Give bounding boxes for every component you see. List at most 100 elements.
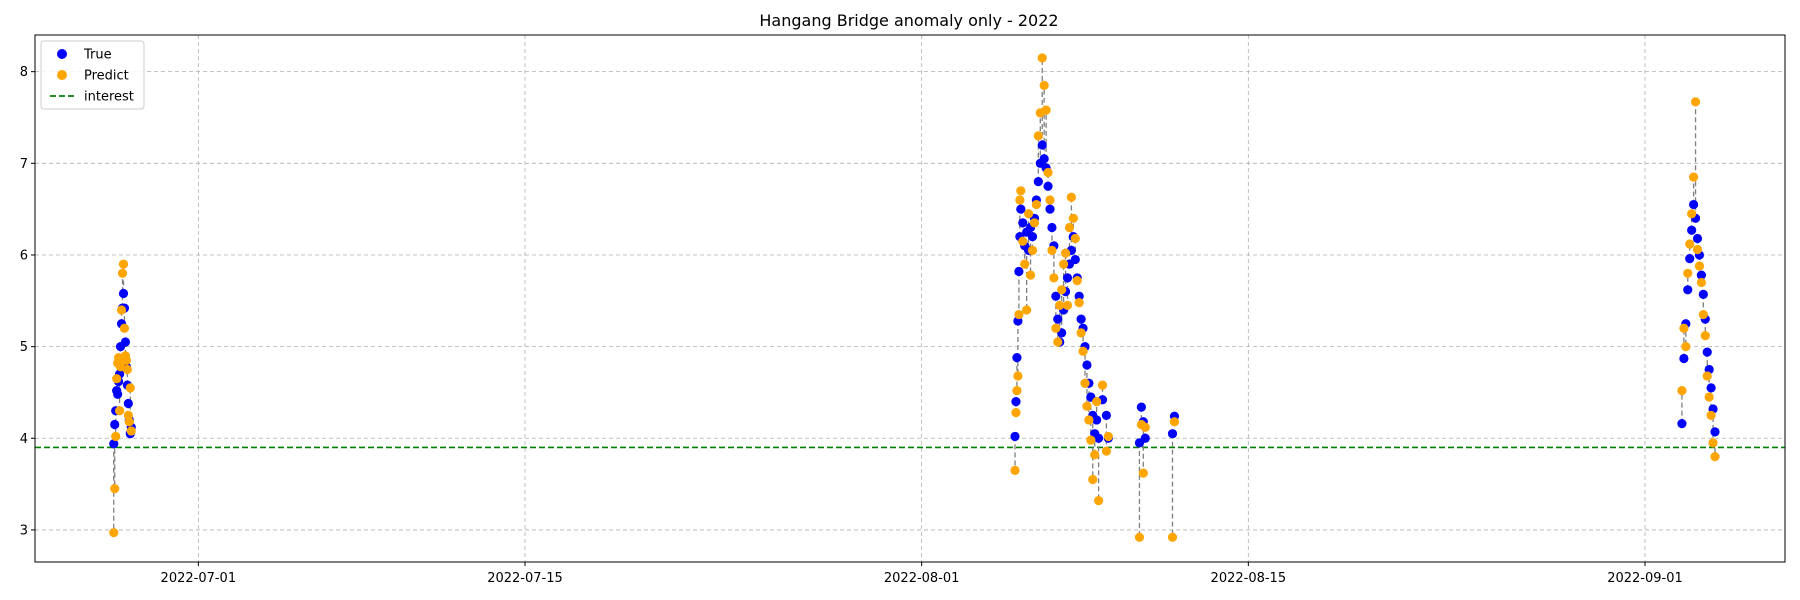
predict-point [1689, 172, 1699, 182]
predict-point [1708, 438, 1718, 448]
predict-point [1027, 245, 1038, 255]
predict-point [1134, 532, 1145, 542]
predict-point [1070, 233, 1080, 244]
true-point [1685, 254, 1695, 264]
predict-point [1031, 199, 1041, 210]
true-point [1710, 427, 1720, 437]
predict-point [1051, 323, 1061, 333]
predict-point [1094, 495, 1104, 506]
true-point [1698, 289, 1708, 299]
predict-point [1677, 386, 1687, 396]
predict-point [1066, 192, 1076, 202]
predict-point [1041, 105, 1051, 115]
predict-point [1080, 378, 1090, 388]
predict-point [114, 406, 125, 416]
predict-point [1101, 446, 1111, 456]
predict-point [1692, 244, 1703, 255]
y-tick-label: 3 [20, 523, 28, 538]
predict-point [1088, 474, 1098, 485]
true-point [1045, 204, 1055, 214]
x-tick-label: 2022-08-01 [884, 571, 960, 586]
legend-box [40, 40, 145, 110]
true-point [1047, 222, 1057, 233]
true-point [1074, 291, 1084, 301]
x-axis: 2022-07-01 2022-07-15 2022-08-01 2022-08-15… [161, 562, 1683, 586]
predict-point [1681, 342, 1691, 352]
predict-point [1016, 186, 1026, 196]
predict-point [116, 305, 127, 315]
predict-point [118, 259, 129, 269]
true-point [1018, 218, 1028, 228]
x-tick-label: 2022-07-01 [161, 571, 237, 586]
true-point [1037, 140, 1047, 150]
true-point [1140, 433, 1150, 443]
x-tick-label: 2022-07-15 [487, 571, 563, 586]
predict-point [1053, 337, 1063, 347]
true-point [1101, 410, 1111, 420]
predict-point [121, 355, 131, 365]
predict-series [109, 53, 1720, 542]
y-tick-label: 8 [20, 65, 28, 80]
y-tick-label: 6 [20, 248, 28, 263]
true-point [1043, 181, 1053, 191]
predict-point [1029, 218, 1040, 228]
true-point [118, 288, 129, 299]
true-point [1136, 402, 1146, 412]
predict-point [1060, 248, 1071, 258]
predict-point [109, 528, 119, 538]
predict-point [1015, 195, 1025, 205]
predict-point [1086, 435, 1096, 445]
true-point [1076, 314, 1086, 324]
predict-point [112, 374, 122, 384]
legend: True Predict interest [40, 40, 145, 110]
true-point [1011, 397, 1021, 407]
predict-point [126, 426, 136, 436]
true-point [1033, 177, 1043, 187]
predict-point [1045, 195, 1055, 205]
true-point [1010, 431, 1020, 442]
grid [35, 35, 1785, 562]
legend-predict-marker [57, 70, 67, 80]
y-axis: 3 4 5 6 7 8 [20, 65, 35, 538]
predict-point [1090, 450, 1100, 460]
predict-point [1047, 245, 1057, 255]
predict-point [1696, 277, 1706, 288]
predict-point [1679, 323, 1689, 333]
true-point [1039, 154, 1049, 164]
predict-point [1020, 259, 1030, 269]
predict-point [1059, 259, 1069, 269]
predict-point [1074, 298, 1084, 308]
predict-point [1103, 431, 1113, 442]
predict-point [1140, 422, 1150, 432]
predict-point [124, 417, 134, 427]
true-point [110, 419, 120, 430]
predict-point [1039, 80, 1049, 91]
connector-layer [113, 57, 1716, 538]
predict-point [1072, 276, 1082, 286]
y-tick-label: 4 [20, 432, 28, 447]
predict-point [1138, 468, 1148, 478]
legend-true-label: True [83, 48, 112, 63]
predict-point [1694, 261, 1705, 271]
true-point [109, 439, 119, 449]
predict-point [110, 484, 120, 494]
true-point [1679, 353, 1689, 364]
predict-point [1049, 273, 1059, 283]
true-point [1016, 204, 1026, 214]
y-tick-label: 5 [20, 340, 28, 355]
true-point [1062, 273, 1073, 283]
predict-point [1057, 285, 1067, 295]
true-point [1053, 314, 1063, 324]
legend-predict-label: Predict [84, 69, 129, 84]
true-point [123, 398, 133, 409]
true-point [1696, 270, 1706, 280]
predict-point [1013, 371, 1023, 381]
true-point [1692, 233, 1703, 244]
true-point [1167, 429, 1178, 439]
predict-point [1064, 222, 1075, 233]
predict-point [1097, 380, 1108, 390]
predict-point [117, 268, 128, 278]
predict-point [1698, 309, 1708, 320]
predict-point [111, 431, 121, 442]
